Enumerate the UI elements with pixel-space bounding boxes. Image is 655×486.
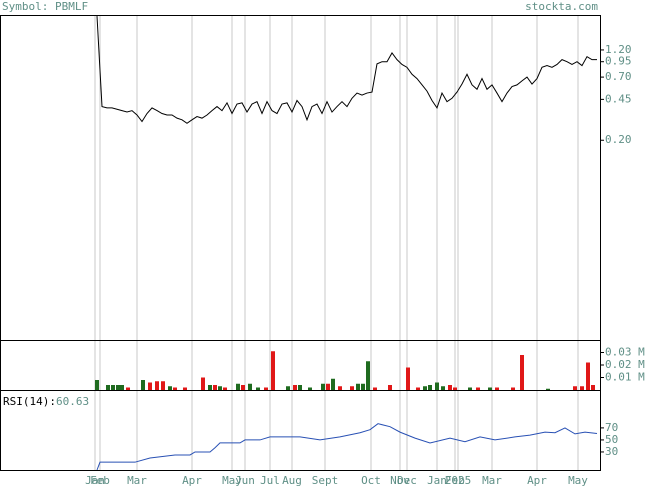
volume-bar xyxy=(308,387,312,390)
volume-bar xyxy=(366,361,370,390)
x-tick-label: 2025 xyxy=(445,474,472,486)
series-line xyxy=(96,423,598,471)
x-tick-label: Oct xyxy=(361,474,381,486)
volume-bar xyxy=(468,387,472,390)
volume-bar xyxy=(236,383,240,390)
volume-bar xyxy=(476,387,480,390)
source-label: stockta.com xyxy=(525,0,598,13)
volume-bar xyxy=(161,381,165,390)
x-tick-label: Apr xyxy=(182,474,202,486)
x-tick-label: May xyxy=(568,474,588,486)
x-tick-label: Jul xyxy=(260,474,280,486)
volume-bar xyxy=(520,355,524,390)
x-tick-label: Mar xyxy=(127,474,147,486)
x-tick-label: Feb xyxy=(90,474,110,486)
volume-bar xyxy=(120,385,124,390)
y-tick-label: 1.20 xyxy=(605,43,632,56)
x-tick-label: Nov xyxy=(390,474,410,486)
x-tick-label: Sept xyxy=(312,474,339,486)
volume-bar xyxy=(423,386,427,390)
series-line xyxy=(96,16,597,124)
volume-bar xyxy=(453,387,457,390)
y-tick-label: 30 xyxy=(605,445,618,458)
volume-bar xyxy=(406,367,410,390)
y-tick-label: 50 xyxy=(605,433,618,446)
volume-bar xyxy=(580,386,584,390)
volume-bar xyxy=(241,385,245,390)
volume-bar xyxy=(586,362,590,390)
volume-bar xyxy=(338,386,342,390)
x-tick-label: Apr xyxy=(527,474,547,486)
volume-bar xyxy=(546,388,550,390)
y-tick-label: 0.01 M xyxy=(605,371,645,384)
volume-bar xyxy=(361,383,365,390)
volume-bar xyxy=(116,385,120,390)
volume-bar xyxy=(495,387,499,390)
rsi-last-value: 60.63 xyxy=(56,395,89,408)
volume-bar xyxy=(264,387,268,390)
x-tick-label: Aug xyxy=(282,474,302,486)
volume-bar xyxy=(106,385,110,390)
volume-bar xyxy=(441,386,445,390)
grid: 0.20 0.45 0.70 0.951.20 0.01 M0.02 M0.03 M 30… xyxy=(85,15,645,486)
volume-bar xyxy=(183,387,187,390)
volume-bar xyxy=(173,387,177,390)
volume-bar xyxy=(95,380,99,390)
x-tick-label: Feb xyxy=(445,474,465,486)
rsi-panel xyxy=(0,390,601,471)
volume-bar xyxy=(126,387,130,390)
volume-bar xyxy=(213,385,217,390)
volume-bar xyxy=(111,385,115,390)
volume-bar xyxy=(286,386,290,390)
plots: RSI(14): 60.63 xyxy=(3,16,598,471)
volume-bar xyxy=(435,382,439,390)
volume-bar xyxy=(248,383,252,390)
volume-bar xyxy=(148,382,152,390)
volume-bar xyxy=(356,383,360,390)
volume-bar xyxy=(511,387,515,390)
x-tick-label: Jan xyxy=(85,474,105,486)
volume-bar xyxy=(271,351,275,390)
volume-bar xyxy=(155,381,159,390)
rsi-title: RSI(14): xyxy=(3,395,56,408)
volume-bar xyxy=(326,383,330,390)
volume-bar xyxy=(373,387,377,390)
volume-bar xyxy=(388,385,392,390)
volume-bar xyxy=(591,385,595,390)
volume-bar xyxy=(573,386,577,390)
volume-bar xyxy=(168,386,172,390)
symbol-label: Symbol: PBMLF xyxy=(2,0,88,13)
volume-bar xyxy=(293,385,297,390)
volume-bar xyxy=(448,385,452,390)
y-tick-label: 0.03 M xyxy=(605,346,645,359)
volume-bar xyxy=(141,380,145,390)
volume-bar xyxy=(488,387,492,390)
y-tick-label: 0.02 M xyxy=(605,358,645,371)
y-tick-label: 0.45 xyxy=(605,92,632,105)
volume-bar xyxy=(201,377,205,390)
x-tick-label: Jun xyxy=(235,474,255,486)
volume-bar xyxy=(256,387,260,390)
x-tick-label: May xyxy=(222,474,242,486)
volume-bar xyxy=(223,387,227,390)
volume-bar xyxy=(218,386,222,390)
volume-bar xyxy=(321,383,325,390)
x-tick-label: Dec xyxy=(397,474,417,486)
y-tick-label: 0.20 xyxy=(605,133,632,146)
volume-bar xyxy=(416,387,420,390)
y-tick-label: 70 xyxy=(605,421,618,434)
x-tick-label: Mar xyxy=(482,474,502,486)
volume-bar xyxy=(331,378,335,390)
volume-bar xyxy=(428,385,432,390)
x-tick-label: Jan xyxy=(427,474,447,486)
y-tick-label: 0.95 xyxy=(605,55,632,68)
volume-bar xyxy=(208,385,212,390)
volume-bar xyxy=(298,385,302,390)
y-tick-label: 0.70 xyxy=(605,70,632,83)
volume-bar xyxy=(350,386,354,390)
